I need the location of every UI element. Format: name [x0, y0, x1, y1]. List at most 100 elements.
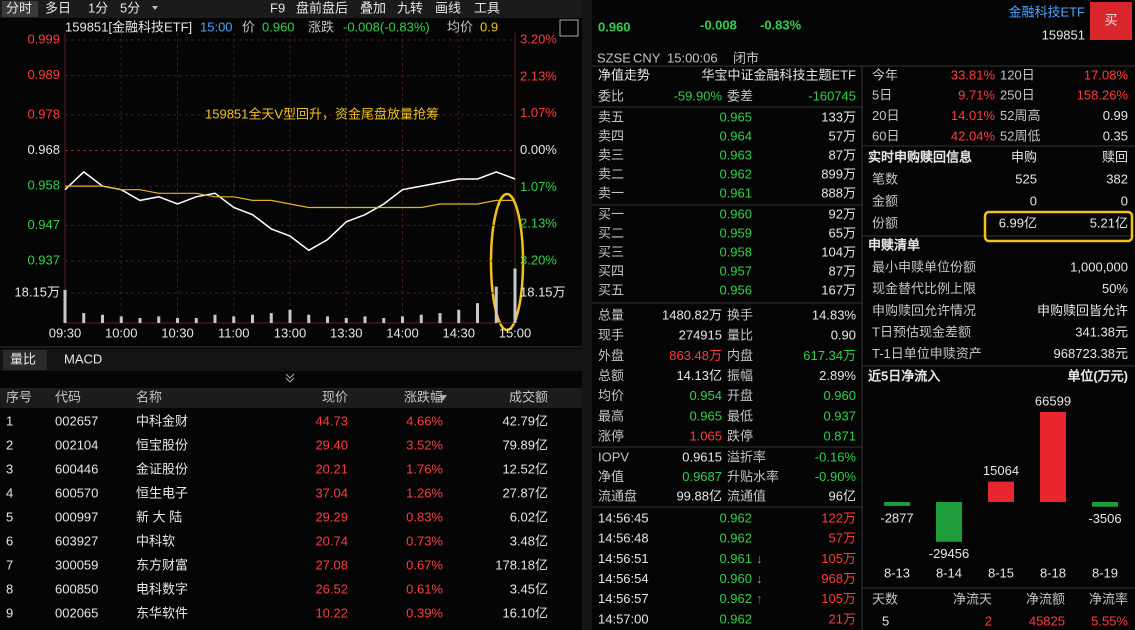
indicator-tabs[interactable]: 量比 [10, 351, 36, 366]
stats: 0.937 [823, 408, 856, 423]
toolbar-tools[interactable]: F9 [270, 0, 285, 15]
iopv: 流通盘 [598, 488, 637, 503]
indicator-tabs[interactable]: MACD [64, 351, 102, 366]
highlight-ellipse [489, 192, 525, 332]
inflow-summary-headers: 净流天 [953, 591, 992, 606]
category-label: 8-14 [936, 565, 962, 580]
volume-bar [513, 268, 517, 323]
creation-redemption-columns: 赎回 [1102, 149, 1128, 164]
toolbar-tools[interactable]: 九转 [397, 0, 423, 15]
order-book-asks: 卖四 [598, 128, 624, 143]
y-tick-label: 0.968 [27, 142, 60, 157]
table-rows: 4.66% [406, 413, 443, 428]
chart-header-price-label: 价 [242, 19, 255, 34]
iopv: 0.9687 [682, 469, 722, 484]
iopv: -0.16% [815, 449, 857, 464]
table-rows: 600570 [55, 485, 98, 500]
order-book-ratio: -160745 [808, 88, 856, 103]
quote-change: -0.008 [700, 17, 737, 32]
table-rows: 27.08 [315, 557, 348, 572]
performance: 14.01% [951, 108, 996, 123]
creation-redemption-columns: 申购 [1011, 149, 1037, 164]
toolbar-tools[interactable]: 叠加 [360, 0, 386, 15]
order-book-asks: 0.962 [719, 166, 752, 181]
order-book-bids: 买一 [598, 206, 624, 221]
icon[interactable] [559, 19, 579, 37]
active-indicator [3, 350, 47, 370]
table-headers[interactable]: 代码 [55, 389, 81, 404]
order-book-bids: 0.957 [719, 263, 752, 278]
redemption-list-rows: 申购赎回允许情况 [872, 303, 976, 318]
order-book-bids: 0.959 [719, 225, 752, 240]
toolbar-tabs[interactable]: 多日 [45, 0, 71, 15]
trades-time: 14:56:48 [598, 531, 649, 546]
table-rows: 恒生电子 [136, 485, 188, 500]
volume-bar [438, 313, 442, 323]
order-book-asks: 卖三 [598, 147, 624, 162]
table-rows: 002104 [55, 437, 98, 452]
chart-data-unit: 单位(万元) [1067, 368, 1128, 383]
table-headers[interactable]: 涨跌幅 [404, 389, 443, 404]
inflow-bar [988, 481, 1014, 502]
chart-header-avg: 0.9 [480, 19, 498, 34]
volume-tick-label: 18.15万 [14, 284, 60, 299]
table-rows: 002657 [55, 413, 98, 428]
toolbar-tools[interactable]: 盘前盘后 [296, 0, 348, 15]
trades-price: 0.960 [719, 571, 752, 586]
toolbar-tabs[interactable]: 1分 [88, 0, 108, 15]
trades-time: 14:56:57 [598, 591, 649, 606]
trade-arrow: ↓ [756, 571, 763, 586]
trades-price: 0.962 [719, 531, 752, 546]
iopv: IOPV [598, 449, 629, 464]
expand-icon[interactable] [285, 373, 295, 383]
trades-volume: 122万 [821, 510, 856, 525]
chart-data-title: 近5日净流入 [868, 368, 940, 383]
order-book-bids: 0.960 [719, 206, 752, 221]
stats: 863.48万 [669, 348, 722, 363]
table-headers[interactable]: 现价 [322, 389, 348, 404]
table-rows: 600850 [55, 581, 98, 596]
table-header-bg [0, 388, 582, 408]
table-rows: 20.74 [315, 533, 348, 548]
table-rows: 600446 [55, 461, 98, 476]
quote-name: 金融科技ETF [1008, 4, 1085, 19]
table-rows: 0.83% [406, 509, 443, 524]
data-label: 15064 [983, 463, 1019, 478]
order-book-ratio: 委比 [598, 88, 624, 103]
order-book-bids: 92万 [829, 206, 856, 221]
quote-buy[interactable]: 买 [1104, 12, 1117, 27]
chart-data-xticks: 10:30 [161, 325, 194, 340]
data-label: 66599 [1035, 393, 1071, 408]
order-book-asks: 888万 [821, 185, 856, 200]
table-headers[interactable]: 成交额 [509, 389, 548, 404]
volume-bar [213, 314, 217, 323]
buy-button[interactable] [1090, 2, 1132, 40]
table-rows: 4 [6, 485, 13, 500]
chart-data-xticks: 11:00 [218, 325, 250, 340]
toolbar-tools[interactable]: 工具 [474, 0, 500, 15]
sort-arrow[interactable] [439, 395, 447, 401]
volume-bar [382, 318, 386, 323]
trades-price: 0.961 [719, 551, 752, 566]
inflow-bar [936, 502, 962, 542]
trades-volume: 105万 [821, 551, 856, 566]
dropdown-arrow[interactable] [152, 6, 158, 10]
order-book-asks: 卖一 [598, 185, 624, 200]
stats: 均价 [598, 388, 624, 403]
trades-time: 14:56:45 [598, 510, 649, 525]
performance: 42.04% [951, 128, 996, 143]
volume-bar [401, 316, 404, 323]
toolbar [0, 0, 582, 18]
toolbar-tools[interactable]: 画线 [435, 0, 461, 15]
order-book-asks: 0.963 [719, 147, 752, 162]
quote-currency: CNY [633, 50, 661, 65]
table-headers[interactable]: 序号 [6, 389, 32, 404]
toolbar-tabs[interactable]: 5分 [120, 0, 140, 15]
table-headers[interactable]: 名称 [136, 389, 162, 404]
toolbar-tabs[interactable]: 分时 [6, 0, 32, 15]
category-label: 8-19 [1092, 565, 1118, 580]
table-rows: 1.26% [406, 485, 443, 500]
table-rows: 金证股份 [136, 461, 188, 476]
stats: 2.89% [819, 368, 856, 383]
table-rows: 3.45亿 [510, 581, 548, 596]
